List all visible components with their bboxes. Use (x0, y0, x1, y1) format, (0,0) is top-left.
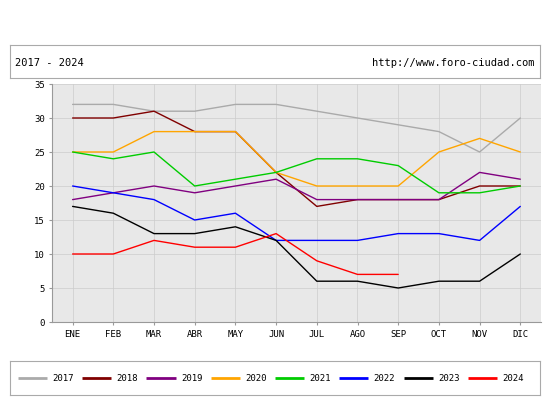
Text: 2018: 2018 (117, 374, 138, 383)
Text: 2019: 2019 (181, 374, 202, 383)
Text: 2017 - 2024: 2017 - 2024 (15, 58, 84, 68)
Text: 2022: 2022 (374, 374, 395, 383)
Text: 2024: 2024 (502, 374, 524, 383)
Text: 2017: 2017 (52, 374, 74, 383)
Text: 2023: 2023 (438, 374, 460, 383)
Text: Evolucion del paro registrado en Quintana y Congosto: Evolucion del paro registrado en Quintan… (95, 14, 455, 28)
Text: http://www.foro-ciudad.com: http://www.foro-ciudad.com (372, 58, 535, 68)
Text: 2020: 2020 (245, 374, 267, 383)
Text: 2021: 2021 (310, 374, 331, 383)
